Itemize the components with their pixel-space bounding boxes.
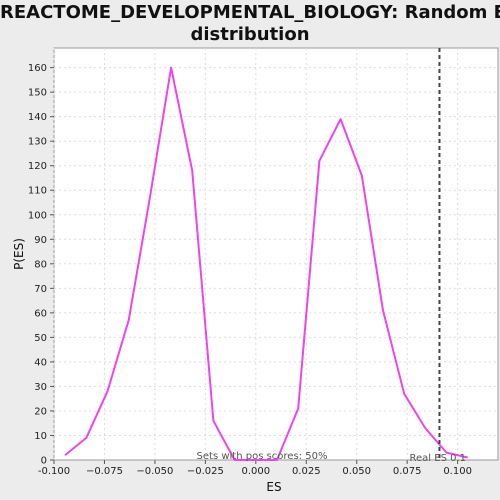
y-tick-label: 130 [28,137,47,148]
y-tick-label: 40 [34,357,47,368]
y-axis: 0 10 20 30 40 50 60 70 80 90 100 110 120 130 140 150 160 [28,63,54,467]
y-tick-label: 90 [34,235,47,246]
y-tick-label: 70 [34,284,47,295]
chart-title-line-2: distribution [190,24,310,45]
chart-title: REACTOME_DEVELOPMENTAL_BIOLOGY: Random E… [0,2,500,46]
real-es-annotation: Real ES 0.1 [410,453,466,464]
chart-title-line-1: REACTOME_DEVELOPMENTAL_BIOLOGY: Random E… [0,2,500,23]
y-tick-label: 80 [34,259,47,270]
x-tick-label: -0.100 [38,466,70,477]
y-tick-label: 110 [28,186,47,197]
y-axis-title: P(ES) [12,238,26,270]
y-tick-label: 100 [28,210,47,221]
x-tick-label: 0.075 [393,466,422,477]
x-tick-label: −0.075 [86,466,123,477]
pos-scores-annotation: Sets with pos scores: 50% [197,451,328,462]
x-tick-label: 0.025 [292,466,321,477]
y-tick-label: 0 [41,456,47,467]
y-tick-label: 160 [28,63,47,74]
y-tick-label: 30 [34,382,47,393]
x-tick-label: 0.050 [342,466,371,477]
x-axis: -0.100 −0.075 −0.050 −0.025 0.000 0.025 0.050 0… [38,460,472,477]
gridlines [53,48,498,460]
y-tick-label: 50 [34,333,47,344]
x-tick-label: −0.025 [187,466,224,477]
x-tick-label: 0.000 [241,466,270,477]
y-tick-label: 10 [34,431,47,442]
x-tick-label: 0.100 [443,466,472,477]
plot-area [53,47,499,461]
y-tick-label: 140 [28,112,47,123]
y-tick-label: 20 [34,406,47,417]
y-tick-label: 60 [34,308,47,319]
series-line [64,66,468,461]
x-tick-label: −0.050 [136,466,173,477]
y-tick-label: 120 [28,161,47,172]
x-axis-title: ES [266,480,281,494]
y-tick-label: 150 [28,88,47,99]
series-layer [64,66,468,461]
